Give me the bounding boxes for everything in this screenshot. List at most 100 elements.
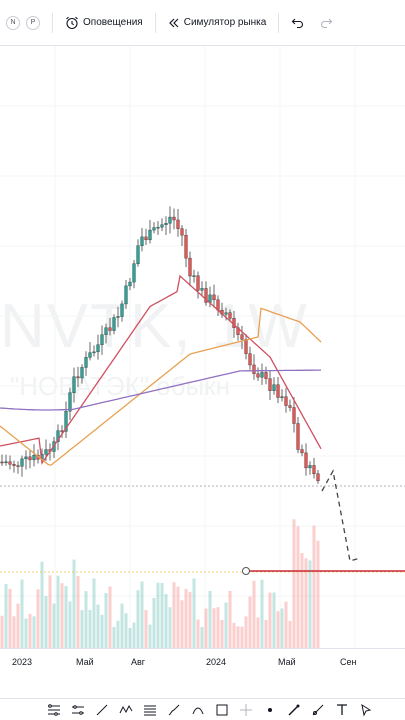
- volume-bar: [260, 579, 264, 648]
- market-simulator-button[interactable]: Симулятор рынка: [168, 17, 267, 29]
- candle-body: [12, 464, 16, 466]
- alarm-clock-icon: [65, 16, 79, 30]
- pen-icon[interactable]: [286, 702, 302, 718]
- volume-bar: [184, 588, 188, 648]
- toolbar-divider: [278, 12, 280, 33]
- chart-canvas: [0, 46, 405, 648]
- volume-bar: [268, 592, 272, 648]
- dot-icon[interactable]: [262, 702, 278, 718]
- volume-bar: [48, 575, 52, 648]
- multi-line-icon[interactable]: [46, 702, 62, 718]
- volume-bar: [136, 590, 140, 648]
- candle-body: [160, 224, 164, 228]
- volume-bar: [24, 618, 28, 648]
- cursor-icon[interactable]: [358, 702, 374, 718]
- volume-bar: [104, 593, 108, 648]
- candle-body: [144, 236, 148, 241]
- volume-bar: [172, 582, 176, 648]
- top-toolbar: N P Оповещения Симулятор рынка: [0, 0, 405, 46]
- shape-icon[interactable]: [190, 702, 206, 718]
- time-axis[interactable]: 2023 Май Авг 2024 Май Сен: [0, 648, 405, 674]
- volume-bar: [304, 558, 308, 648]
- alerts-label: Оповещения: [83, 17, 143, 28]
- volume-bar: [292, 519, 296, 648]
- volume-bar: [128, 627, 132, 648]
- volume-bar: [124, 613, 128, 648]
- volume-bar: [256, 617, 260, 648]
- volume-bar: [132, 622, 136, 648]
- trend-line-icon[interactable]: [94, 702, 110, 718]
- candle-body: [44, 449, 48, 455]
- chart-chip-left[interactable]: N: [6, 15, 20, 30]
- volume-bar: [4, 584, 8, 648]
- moving-average-line: [0, 274, 322, 465]
- volume-bar: [40, 561, 44, 648]
- time-tick: Май: [278, 657, 296, 667]
- candle-body: [84, 357, 88, 368]
- candle-body: [80, 367, 84, 379]
- candle-body: [164, 223, 168, 225]
- candle-body: [196, 275, 200, 291]
- volume-bar: [68, 601, 72, 648]
- brush2-icon[interactable]: [310, 702, 326, 718]
- rectangle-icon[interactable]: [214, 702, 230, 718]
- volume-bar: [288, 620, 292, 648]
- candle-body: [72, 376, 76, 393]
- undo-icon[interactable]: [291, 17, 305, 29]
- volume-bar: [32, 616, 36, 648]
- volume-bar: [252, 580, 256, 648]
- brush-icon[interactable]: [166, 702, 182, 718]
- volume-bar: [152, 597, 156, 648]
- volume-bar: [12, 616, 16, 648]
- candle-body: [184, 234, 188, 259]
- candle-body: [252, 364, 256, 374]
- text-icon[interactable]: [334, 702, 350, 718]
- candle-body: [140, 236, 144, 246]
- pattern-icon[interactable]: [118, 702, 134, 718]
- volume-bar: [180, 600, 184, 648]
- candle-body: [288, 405, 292, 408]
- candle-body: [108, 327, 112, 331]
- fib-icon[interactable]: [142, 702, 158, 718]
- candle-body: [188, 257, 192, 277]
- channel-icon[interactable]: [70, 702, 86, 718]
- volume-bar: [92, 578, 96, 648]
- alerts-button[interactable]: Оповещения: [65, 16, 143, 30]
- volume-bar: [248, 596, 252, 648]
- candle-body: [104, 327, 108, 335]
- candle-body: [180, 228, 184, 236]
- volume-bar: [204, 608, 208, 648]
- candle-body: [136, 245, 140, 264]
- candle-body: [32, 454, 36, 461]
- crosshair-icon[interactable]: [238, 702, 254, 718]
- simulator-label: Симулятор рынка: [183, 17, 267, 28]
- candle-body: [296, 423, 300, 450]
- redo-icon[interactable]: [319, 17, 333, 29]
- candle-body: [176, 219, 180, 229]
- candle-body: [152, 227, 156, 231]
- volume-bar: [220, 619, 224, 648]
- volume-bar: [84, 591, 88, 648]
- volume-bar: [276, 611, 280, 648]
- volume-bar: [272, 592, 276, 648]
- volume-bar: [52, 603, 56, 648]
- volume-bar: [224, 602, 228, 648]
- volume-bar: [80, 610, 84, 648]
- candle-body: [260, 372, 264, 378]
- moving-average-line: [0, 307, 322, 466]
- candle-body: [308, 465, 312, 469]
- volume-bar: [56, 575, 60, 648]
- price-chart[interactable]: NVTK, 1W "НОВАТЭК" обыкн: [0, 46, 405, 676]
- candle-body: [268, 378, 272, 391]
- candle-body: [272, 384, 276, 391]
- line-handle: [242, 567, 250, 575]
- candle-body: [116, 316, 120, 318]
- chart-chip-right[interactable]: P: [26, 15, 40, 30]
- rewind-icon: [168, 17, 180, 29]
- candle-body: [148, 229, 152, 241]
- time-tick: 2024: [206, 657, 227, 667]
- candle-body: [244, 339, 248, 354]
- volume-bar: [232, 622, 236, 648]
- volume-bar: [120, 603, 124, 648]
- toolbar-divider: [154, 12, 156, 33]
